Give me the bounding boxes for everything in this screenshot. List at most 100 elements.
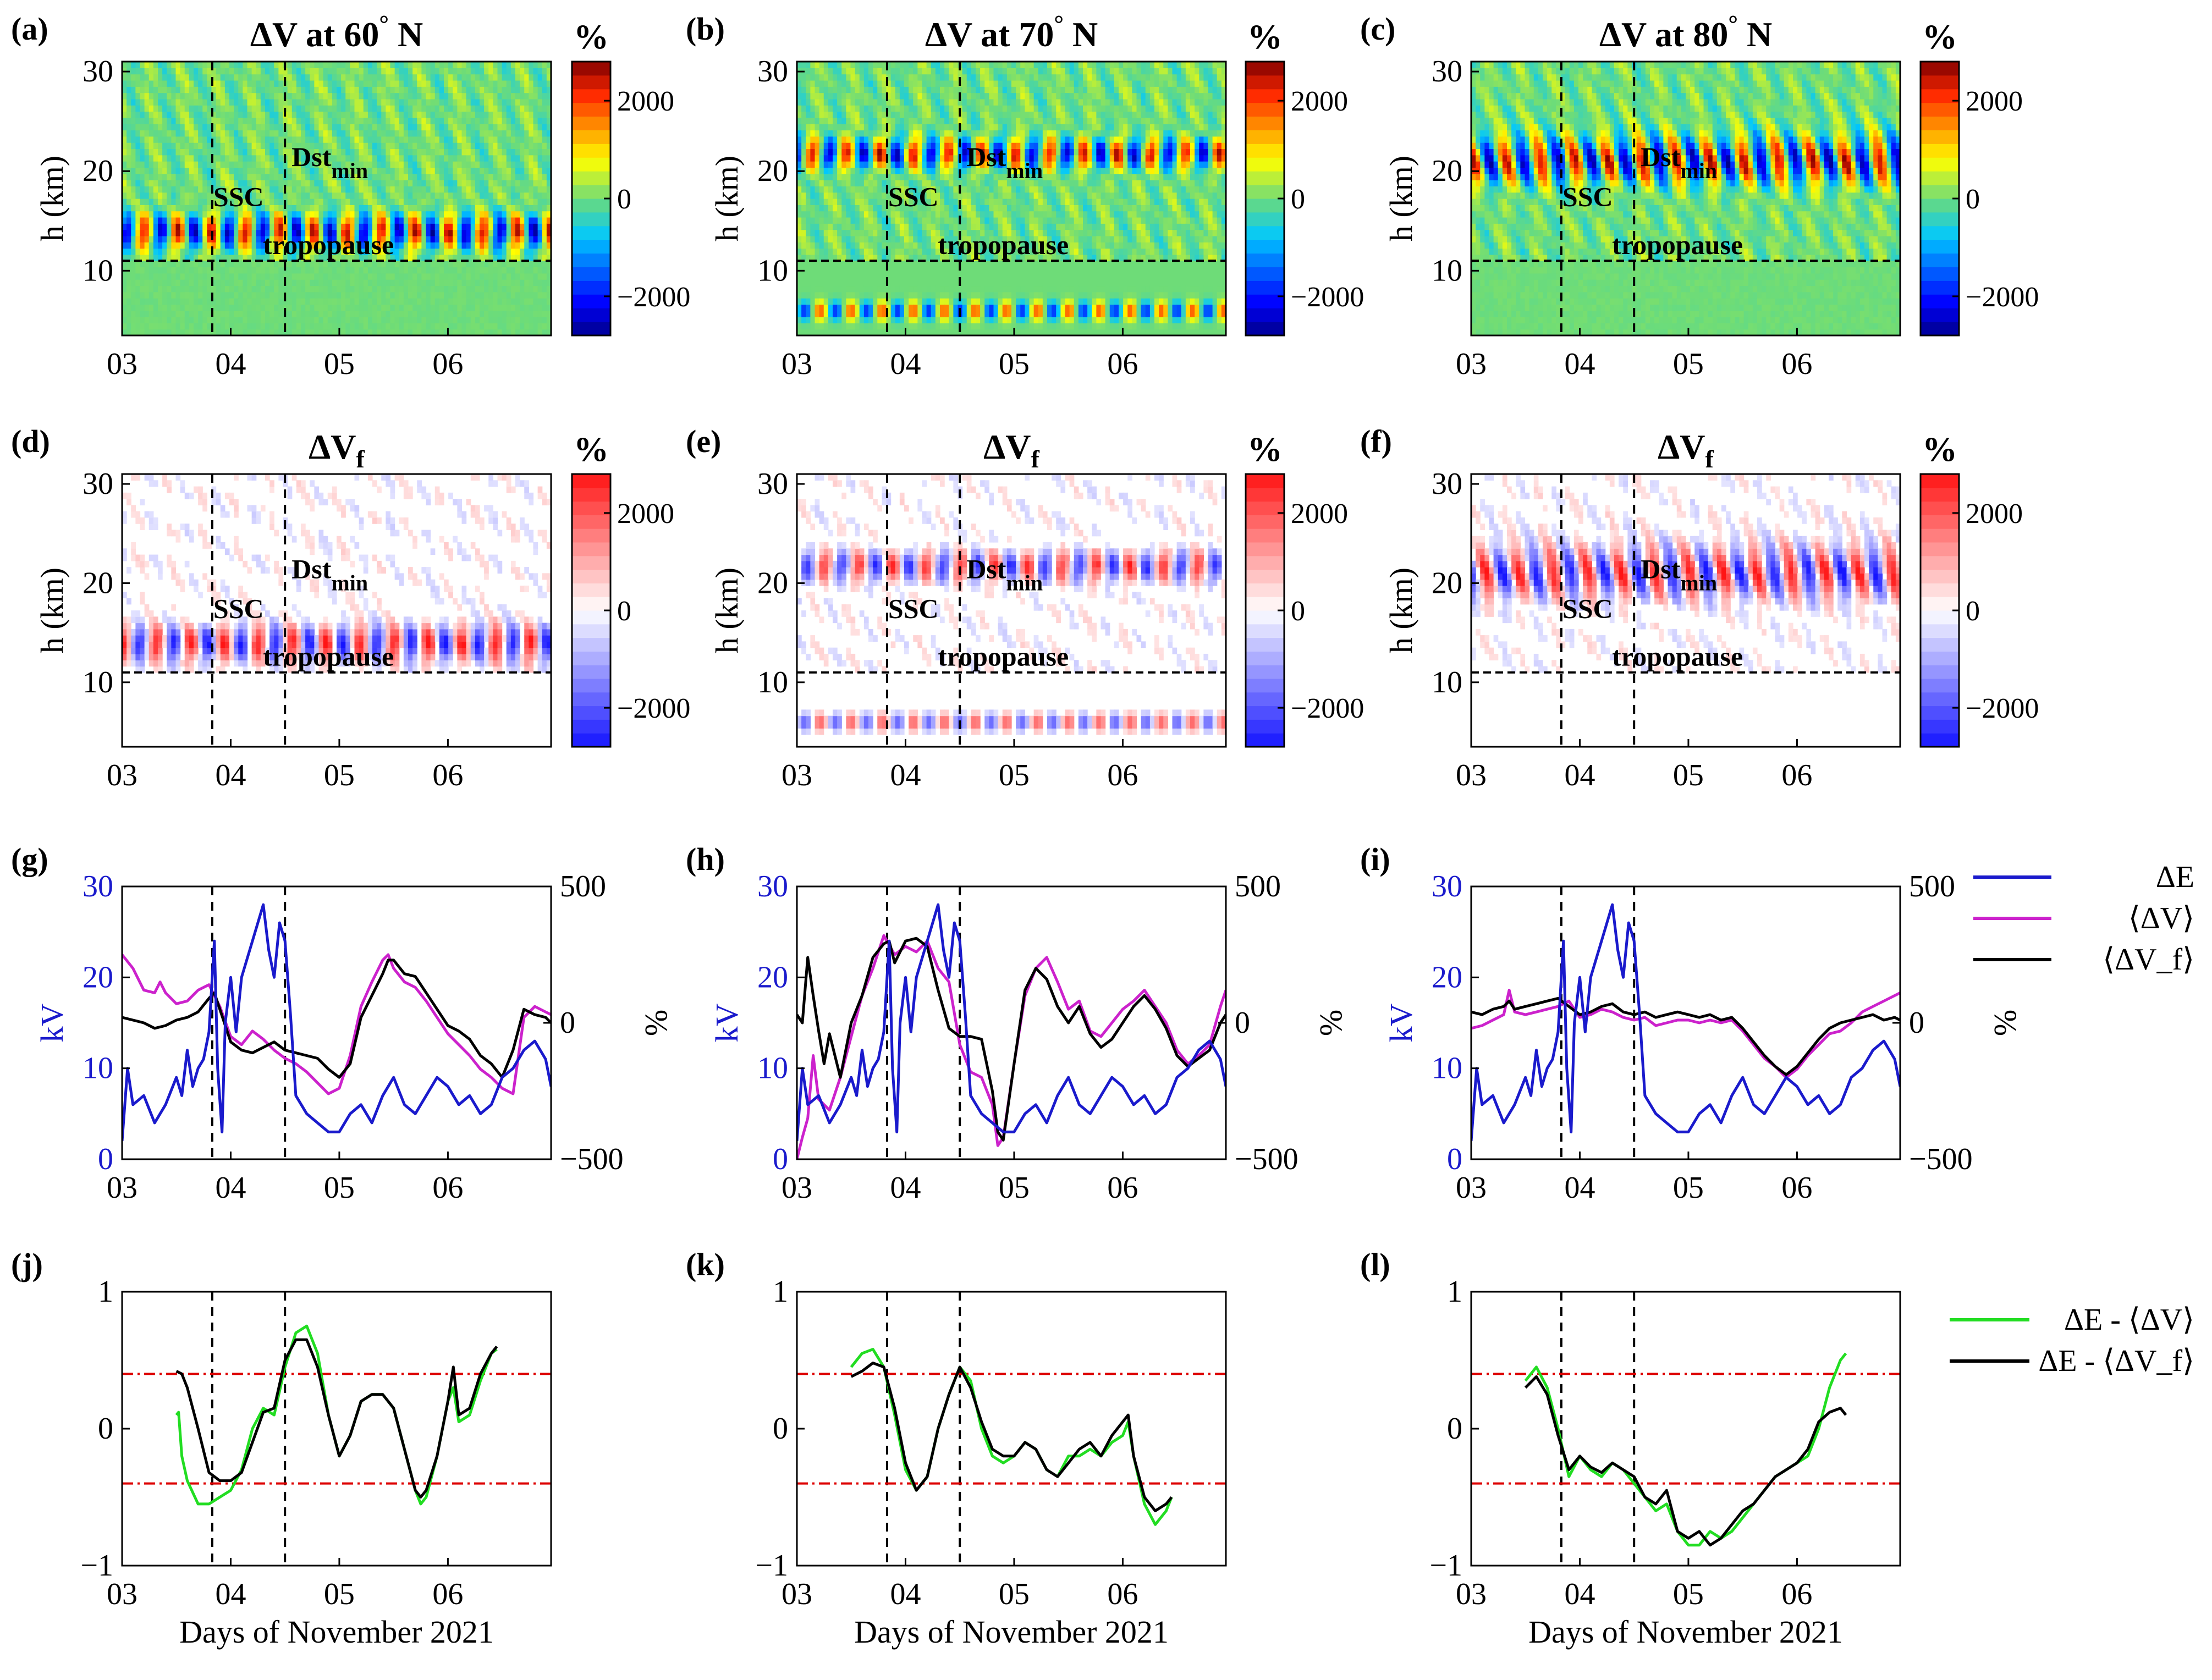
heatmap-cell bbox=[144, 217, 150, 224]
heatmap-cell bbox=[408, 199, 413, 205]
heatmap-cell bbox=[189, 74, 194, 81]
heatmap-cell bbox=[126, 98, 131, 106]
heatmap-cell bbox=[457, 211, 463, 218]
dst-text: Dst bbox=[291, 141, 332, 172]
heatmap-cell bbox=[506, 223, 511, 230]
heatmap-cell bbox=[381, 161, 386, 168]
heatmap-cell bbox=[390, 68, 395, 75]
heatmap-cell bbox=[287, 111, 293, 118]
heatmap-cell bbox=[390, 142, 395, 150]
heatmap-cell bbox=[542, 186, 547, 193]
heatmap-cell bbox=[148, 229, 154, 236]
heatmap-cell bbox=[390, 248, 395, 255]
heatmap-cell bbox=[533, 329, 538, 335]
heatmap-cell bbox=[502, 323, 507, 330]
heatmap-cell bbox=[546, 298, 551, 305]
heatmap-cell bbox=[421, 317, 427, 323]
heatmap-cell bbox=[359, 267, 364, 274]
heatmap-cell bbox=[841, 211, 846, 218]
heatmap-cell bbox=[502, 161, 507, 168]
heatmap-cell bbox=[220, 167, 225, 174]
heatmap-cell bbox=[815, 173, 820, 180]
heatmap-cell bbox=[314, 254, 320, 261]
heatmap-cell bbox=[229, 136, 234, 143]
heatmap-cell bbox=[828, 310, 833, 317]
heatmap-cell bbox=[833, 217, 838, 224]
heatmap-cell bbox=[167, 291, 172, 299]
heatmap-cell bbox=[135, 291, 141, 299]
heatmap-cell bbox=[180, 74, 185, 81]
heatmap-cell bbox=[256, 80, 261, 87]
heatmap-cell bbox=[403, 248, 409, 255]
heatmap-cell bbox=[461, 105, 467, 112]
heatmap-cell bbox=[797, 186, 802, 193]
heatmap-cell bbox=[305, 329, 310, 335]
heatmap-cell bbox=[497, 223, 503, 230]
heatmap-cell bbox=[175, 142, 181, 150]
heatmap-cell bbox=[417, 298, 422, 305]
colorbar-swatch bbox=[572, 280, 610, 295]
heatmap-cell bbox=[198, 186, 203, 193]
heatmap-cell bbox=[394, 298, 400, 305]
heatmap-cell bbox=[122, 124, 127, 131]
heatmap-cell bbox=[207, 310, 212, 317]
heatmap-cell bbox=[430, 173, 436, 180]
heatmap-cell bbox=[461, 285, 467, 293]
heatmap-cell bbox=[859, 267, 865, 274]
heatmap-cell bbox=[144, 254, 150, 261]
heatmap-cell bbox=[448, 80, 453, 87]
heatmap-cell bbox=[269, 235, 274, 243]
heatmap-cell bbox=[144, 223, 150, 230]
heatmap-cell bbox=[224, 267, 230, 274]
heatmap-cell bbox=[537, 161, 543, 168]
heatmap-cell bbox=[412, 211, 417, 218]
heatmap-cell bbox=[377, 148, 382, 156]
heatmap-cell bbox=[417, 279, 422, 287]
heatmap-cell bbox=[337, 229, 342, 236]
heatmap-cell bbox=[135, 74, 141, 81]
heatmap-cell bbox=[444, 317, 449, 323]
heatmap-cell bbox=[372, 117, 377, 124]
heatmap-cell bbox=[529, 124, 534, 131]
heatmap-cell bbox=[367, 148, 373, 156]
heatmap-cell bbox=[131, 267, 136, 274]
colorbar-tick-label: 2000 bbox=[617, 86, 674, 117]
heatmap-cell bbox=[363, 148, 368, 156]
heatmap-cell bbox=[810, 74, 816, 81]
heatmap-cell bbox=[327, 304, 333, 311]
heatmap-cell bbox=[466, 130, 471, 137]
heatmap-cell bbox=[421, 304, 427, 311]
heatmap-cell bbox=[251, 167, 257, 174]
heatmap-cell bbox=[260, 279, 266, 287]
heatmap-cell bbox=[144, 111, 150, 118]
heatmap-cell bbox=[480, 248, 485, 255]
heatmap-cell bbox=[363, 235, 368, 243]
heatmap-cell bbox=[497, 148, 503, 156]
heatmap-cell bbox=[524, 80, 529, 87]
heatmap-cell bbox=[515, 273, 520, 280]
heatmap-cell bbox=[337, 267, 342, 274]
heatmap-cell bbox=[510, 310, 516, 317]
heatmap-cell bbox=[327, 62, 333, 68]
heatmap-cell bbox=[408, 148, 413, 156]
heatmap-cell bbox=[381, 98, 386, 106]
heatmap-cell bbox=[180, 199, 185, 205]
heatmap-cell bbox=[529, 117, 534, 124]
heatmap-cell bbox=[194, 254, 199, 261]
heatmap-cell bbox=[390, 291, 395, 299]
heatmap-cell bbox=[408, 117, 413, 124]
heatmap-cell bbox=[506, 267, 511, 274]
heatmap-cell bbox=[260, 323, 266, 330]
heatmap-cell bbox=[175, 98, 181, 106]
heatmap-cell bbox=[412, 130, 417, 137]
heatmap-cell bbox=[220, 279, 225, 287]
heatmap-cell bbox=[377, 199, 382, 205]
heatmap-cell bbox=[502, 98, 507, 106]
heatmap-cell bbox=[354, 161, 360, 168]
heatmap-cell bbox=[131, 62, 136, 68]
heatmap-cell bbox=[256, 298, 261, 305]
heatmap-cell bbox=[224, 130, 230, 137]
heatmap-cell bbox=[327, 74, 333, 81]
heatmap-cell bbox=[502, 317, 507, 323]
